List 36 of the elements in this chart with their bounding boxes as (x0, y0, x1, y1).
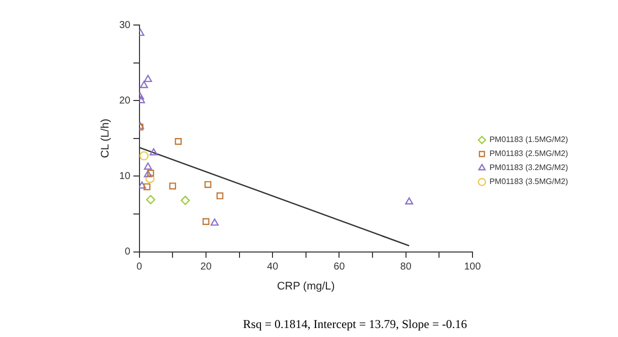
point (139, 181, 146, 189)
point (150, 148, 158, 156)
point (180, 196, 190, 205)
legend-label: PM01183 (2.5MG/M2) (489, 149, 568, 158)
x-tick-label: 100 (464, 262, 482, 273)
text: Rsq = 0.1814, Intercept = 13.79, Slope = -0.16 (243, 317, 467, 331)
legend-label: PM01183 (3.5MG/M2) (489, 177, 568, 186)
x-axis-title: CRP (mg/L) (276, 280, 335, 292)
point (140, 80, 148, 88)
y-tick-label: 10 (119, 170, 131, 182)
x-tick-label: 40 (267, 262, 279, 273)
legend-label: PM01183 (3.2MG/M2) (489, 163, 568, 172)
x-tick-label: 60 (334, 262, 346, 273)
point (147, 170, 154, 177)
point (146, 195, 156, 204)
point (145, 174, 155, 184)
x-tick-label: 20 (200, 262, 212, 273)
legend-label: PM01183 (1.5MG/M2) (489, 135, 568, 144)
y-axis-title: CL (L/h) (100, 118, 112, 158)
point (405, 197, 414, 205)
y-tick-label: 0 (124, 246, 131, 258)
point (216, 192, 224, 200)
y-tick-label: 30 (119, 20, 131, 31)
point (144, 183, 150, 190)
point (144, 162, 152, 170)
y-tick-label: 20 (119, 95, 131, 106)
x-tick-label: 0 (136, 262, 143, 273)
point (210, 218, 219, 226)
x-tick-label: 80 (400, 262, 412, 273)
point (174, 138, 182, 145)
point (144, 74, 152, 82)
point (139, 151, 149, 160)
point (202, 218, 210, 225)
point (204, 181, 212, 188)
point (144, 170, 152, 178)
point (169, 182, 176, 190)
